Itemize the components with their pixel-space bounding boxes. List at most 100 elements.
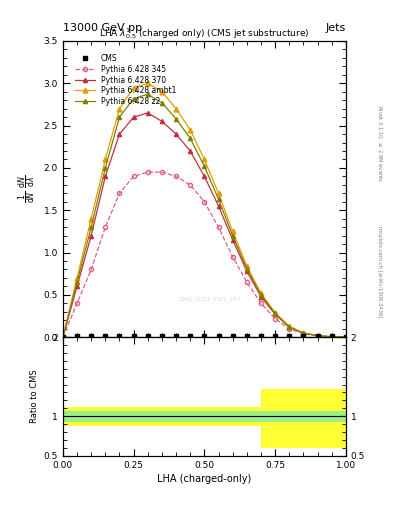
Pythia 6.428 z2 <box>117 114 122 120</box>
Pythia 6.428 345 <box>145 169 150 175</box>
Pythia 6.428 345 <box>230 254 235 260</box>
Pythia 6.428 ambt1 <box>160 89 164 95</box>
Pythia 6.428 ambt1 <box>343 334 348 340</box>
Pythia 6.428 z2 <box>131 95 136 101</box>
Title: LHA $\lambda^{1}_{0.5}$ (charged only) (CMS jet substructure): LHA $\lambda^{1}_{0.5}$ (charged only) (… <box>99 26 310 41</box>
Bar <box>261 389 289 448</box>
Text: Jets: Jets <box>325 23 346 33</box>
Pythia 6.428 z2 <box>301 330 306 336</box>
Bar <box>176 407 204 425</box>
CMS <box>145 333 150 339</box>
Pythia 6.428 345 <box>117 190 122 197</box>
CMS <box>216 333 221 339</box>
Pythia 6.428 345 <box>287 326 292 332</box>
CMS <box>343 334 348 340</box>
Pythia 6.428 z2 <box>202 163 207 169</box>
Line: Pythia 6.428 ambt1: Pythia 6.428 ambt1 <box>61 81 348 339</box>
Pythia 6.428 345 <box>89 266 94 272</box>
Pythia 6.428 345 <box>259 300 263 306</box>
Bar <box>204 407 233 425</box>
Pythia 6.428 370 <box>188 148 193 154</box>
Line: CMS: CMS <box>61 335 347 339</box>
Line: Pythia 6.428 345: Pythia 6.428 345 <box>61 170 348 339</box>
Bar <box>63 411 91 422</box>
Bar <box>176 411 204 422</box>
Bar <box>148 407 176 425</box>
Pythia 6.428 370 <box>315 333 320 339</box>
Pythia 6.428 345 <box>343 334 348 340</box>
CMS <box>75 333 79 339</box>
CMS <box>301 333 306 339</box>
Pythia 6.428 345 <box>188 182 193 188</box>
CMS <box>329 333 334 339</box>
CMS <box>174 333 178 339</box>
Pythia 6.428 ambt1 <box>329 334 334 340</box>
CMS <box>61 334 65 340</box>
CMS <box>230 333 235 339</box>
Pythia 6.428 370 <box>75 283 79 289</box>
Pythia 6.428 z2 <box>216 196 221 202</box>
CMS <box>244 333 249 339</box>
Pythia 6.428 345 <box>160 169 164 175</box>
Pythia 6.428 370 <box>131 114 136 120</box>
Legend: CMS, Pythia 6.428 345, Pythia 6.428 370, Pythia 6.428 ambt1, Pythia 6.428 z2: CMS, Pythia 6.428 345, Pythia 6.428 370,… <box>72 51 179 110</box>
Pythia 6.428 345 <box>315 333 320 339</box>
Pythia 6.428 z2 <box>89 224 94 230</box>
Pythia 6.428 z2 <box>287 324 292 330</box>
Bar <box>204 411 233 422</box>
Pythia 6.428 z2 <box>188 135 193 141</box>
CMS <box>160 333 164 339</box>
Bar <box>233 411 261 422</box>
Line: Pythia 6.428 z2: Pythia 6.428 z2 <box>61 92 348 339</box>
Pythia 6.428 ambt1 <box>230 228 235 234</box>
Bar <box>318 411 346 422</box>
Pythia 6.428 z2 <box>230 232 235 239</box>
Bar <box>261 411 289 422</box>
Pythia 6.428 345 <box>301 331 306 337</box>
CMS <box>188 333 193 339</box>
CMS <box>273 333 277 339</box>
Pythia 6.428 ambt1 <box>188 127 193 133</box>
Pythia 6.428 345 <box>202 199 207 205</box>
Pythia 6.428 370 <box>160 118 164 124</box>
Pythia 6.428 ambt1 <box>103 156 108 162</box>
Pythia 6.428 ambt1 <box>117 105 122 112</box>
Pythia 6.428 z2 <box>273 310 277 316</box>
X-axis label: LHA (charged-only): LHA (charged-only) <box>157 474 252 484</box>
Pythia 6.428 ambt1 <box>244 263 249 269</box>
Pythia 6.428 370 <box>230 237 235 243</box>
Pythia 6.428 z2 <box>329 334 334 340</box>
Pythia 6.428 370 <box>61 334 65 340</box>
Pythia 6.428 370 <box>301 330 306 336</box>
Text: CMS_2021_FSQ_167: CMS_2021_FSQ_167 <box>178 296 241 302</box>
Pythia 6.428 ambt1 <box>273 310 277 316</box>
Pythia 6.428 370 <box>174 131 178 137</box>
Pythia 6.428 370 <box>273 311 277 317</box>
Bar <box>233 407 261 425</box>
CMS <box>89 333 94 339</box>
Pythia 6.428 370 <box>216 203 221 209</box>
Pythia 6.428 z2 <box>174 116 178 122</box>
Pythia 6.428 ambt1 <box>287 323 292 329</box>
CMS <box>103 333 108 339</box>
Text: Rivet 3.1.10, $\geq$ 2.8M events: Rivet 3.1.10, $\geq$ 2.8M events <box>375 105 383 182</box>
Pythia 6.428 ambt1 <box>89 216 94 222</box>
Y-axis label: $\frac{1}{\mathrm{d}N}\ \frac{\mathrm{d}N}{\mathrm{d}\lambda}$: $\frac{1}{\mathrm{d}N}\ \frac{\mathrm{d}… <box>17 175 38 203</box>
Pythia 6.428 345 <box>244 279 249 285</box>
Pythia 6.428 z2 <box>61 334 65 340</box>
CMS <box>315 333 320 339</box>
Pythia 6.428 z2 <box>315 333 320 339</box>
Text: 13000 GeV pp: 13000 GeV pp <box>63 23 142 33</box>
Pythia 6.428 ambt1 <box>75 275 79 281</box>
Pythia 6.428 345 <box>174 173 178 179</box>
Pythia 6.428 z2 <box>343 334 348 340</box>
Pythia 6.428 345 <box>329 334 334 340</box>
Pythia 6.428 ambt1 <box>131 84 136 91</box>
Y-axis label: Ratio to CMS: Ratio to CMS <box>31 370 39 423</box>
Pythia 6.428 ambt1 <box>174 105 178 112</box>
Pythia 6.428 345 <box>61 334 65 340</box>
CMS <box>131 333 136 339</box>
Bar <box>119 407 148 425</box>
Pythia 6.428 370 <box>343 334 348 340</box>
Pythia 6.428 370 <box>244 268 249 274</box>
